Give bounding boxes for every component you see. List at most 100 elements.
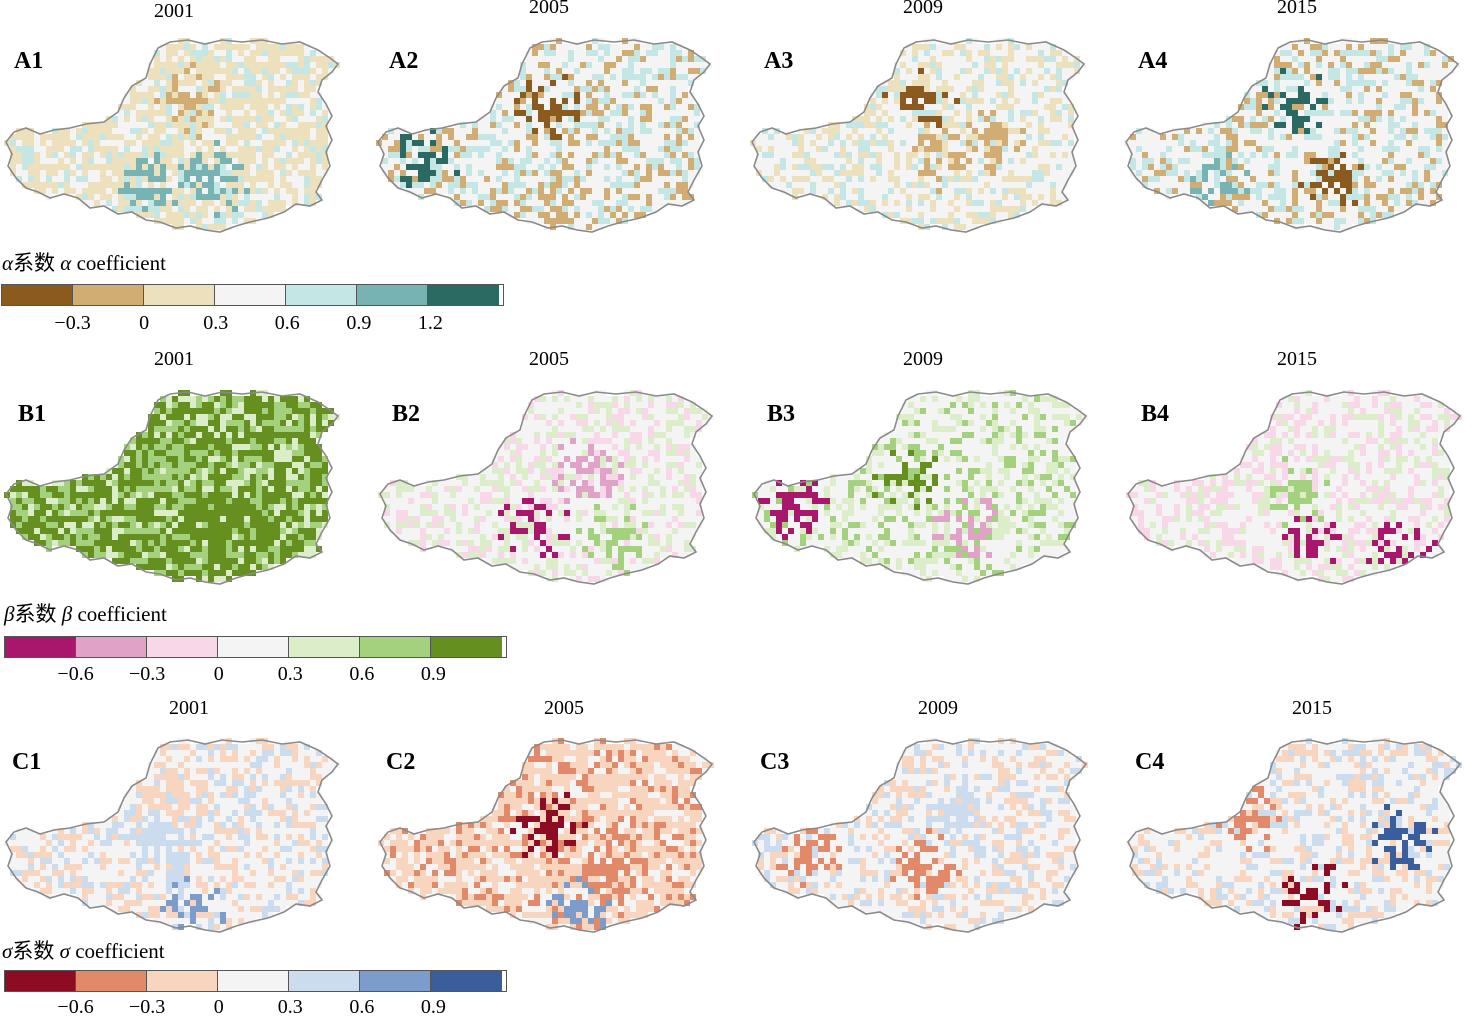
map-cell	[556, 104, 562, 110]
map-cell	[1136, 164, 1142, 170]
map-cell	[1286, 182, 1292, 188]
map-cell	[1232, 146, 1238, 152]
map-cell	[876, 200, 882, 206]
map-cell	[496, 134, 502, 140]
map-cell	[694, 62, 700, 68]
map-cell	[592, 110, 598, 116]
map-cell	[124, 206, 130, 212]
map-cell	[520, 176, 526, 182]
map-cell	[1436, 98, 1442, 104]
map-cell	[978, 74, 984, 80]
map-cell	[942, 86, 948, 92]
map-cell	[226, 164, 232, 170]
map-cell	[250, 212, 256, 218]
map-cell	[190, 212, 196, 218]
map-cell	[502, 182, 508, 188]
map-cell	[184, 188, 190, 194]
map-cell	[1424, 110, 1430, 116]
map-cell	[634, 200, 640, 206]
map-cell	[610, 170, 616, 176]
map-cell	[918, 104, 924, 110]
map-cell	[676, 128, 682, 134]
map-cell	[310, 110, 316, 116]
map-cell	[1406, 146, 1412, 152]
map-cell	[1376, 176, 1382, 182]
map-cell	[954, 74, 960, 80]
map-cell	[304, 56, 310, 62]
map-cell	[526, 140, 532, 146]
map-cell	[1412, 92, 1418, 98]
map-cell	[978, 92, 984, 98]
map-cell	[1056, 74, 1062, 80]
map-cell	[46, 140, 52, 146]
map-cell	[124, 146, 130, 152]
map-cell	[1160, 146, 1166, 152]
map-cell	[550, 152, 556, 158]
map-cell	[936, 158, 942, 164]
map-cell	[1346, 104, 1352, 110]
map-cell	[310, 116, 316, 122]
map-cell	[930, 164, 936, 170]
map-cell	[592, 218, 598, 224]
map-cell	[448, 188, 454, 194]
map-cell	[496, 164, 502, 170]
map-cell	[544, 98, 550, 104]
map-cell	[966, 104, 972, 110]
map-cell	[1430, 128, 1436, 134]
map-cell	[598, 146, 604, 152]
map-cell	[508, 140, 514, 146]
map-cell	[1298, 206, 1304, 212]
map-cell	[190, 182, 196, 188]
map-cell	[906, 200, 912, 206]
map-cell	[94, 200, 100, 206]
map-cell	[586, 98, 592, 104]
map-cell	[882, 152, 888, 158]
map-cell	[616, 188, 622, 194]
map-cell	[1160, 134, 1166, 140]
map-cell	[520, 134, 526, 140]
map-cell	[810, 164, 816, 170]
map-cell	[244, 194, 250, 200]
map-cell	[148, 182, 154, 188]
map-cell	[1346, 134, 1352, 140]
map-cell	[514, 152, 520, 158]
map-cell	[544, 44, 550, 50]
map-cell	[304, 134, 310, 140]
map-cell	[76, 164, 82, 170]
map-cell	[894, 158, 900, 164]
map-cell	[196, 146, 202, 152]
map-cell	[118, 140, 124, 146]
map-cell	[906, 98, 912, 104]
map-cell	[604, 122, 610, 128]
map-cell	[1424, 92, 1430, 98]
map-cell	[936, 176, 942, 182]
map-cell	[184, 146, 190, 152]
map-cell	[214, 182, 220, 188]
map-cell	[1424, 86, 1430, 92]
map-cell	[990, 74, 996, 80]
map-cell	[688, 152, 694, 158]
map-cell	[1376, 98, 1382, 104]
map-cell	[1238, 170, 1244, 176]
map-cell	[1238, 158, 1244, 164]
map-cell	[622, 50, 628, 56]
map-cell	[400, 140, 406, 146]
map-cell	[918, 68, 924, 74]
map-cell	[574, 164, 580, 170]
map-cell	[1298, 104, 1304, 110]
map-cell	[924, 218, 930, 224]
map-cell	[1292, 62, 1298, 68]
map-cell	[1424, 170, 1430, 176]
map-cell	[658, 182, 664, 188]
map-cell	[70, 158, 76, 164]
map-cell	[646, 134, 652, 140]
map-cell	[466, 146, 472, 152]
map-cell	[900, 146, 906, 152]
map-cell	[250, 194, 256, 200]
map-cell	[912, 68, 918, 74]
map-cell	[142, 200, 148, 206]
map-cell	[154, 62, 160, 68]
map-cell	[274, 116, 280, 122]
map-cell	[652, 92, 658, 98]
map-cell	[1358, 182, 1364, 188]
